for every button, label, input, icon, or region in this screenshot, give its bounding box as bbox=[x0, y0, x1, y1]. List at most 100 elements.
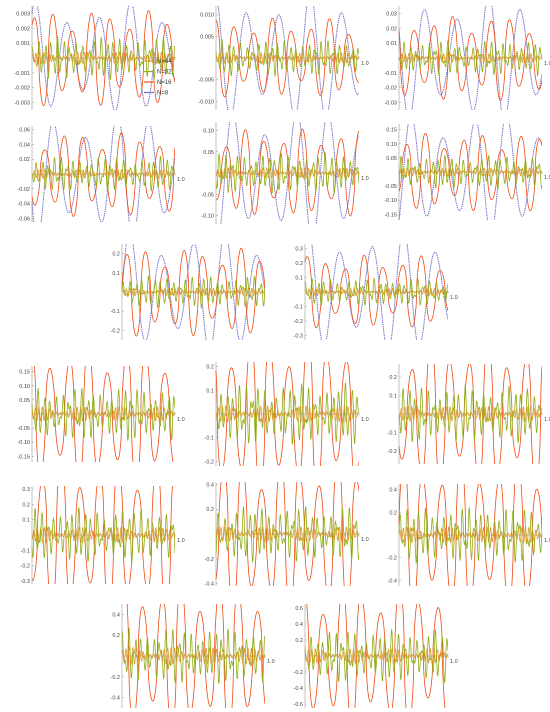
y-tick-label: 0.3 bbox=[295, 246, 303, 252]
plot-panel-1: 0.003 0.002 0.001 -0.001 -0.002 -0.003 bbox=[14, 6, 176, 110]
series-line-n-64 bbox=[121, 287, 265, 297]
y-tick-label: 0.03 bbox=[386, 11, 397, 17]
series-line-n-64 bbox=[398, 52, 542, 64]
y-tick-label: 0.02 bbox=[19, 157, 30, 163]
y-tick-label: -0.03 bbox=[384, 101, 397, 107]
series-line-n-64 bbox=[304, 647, 448, 665]
y-tick-label: -0.6 bbox=[294, 702, 303, 708]
y-tick-label: 0.10 bbox=[19, 384, 30, 390]
x-tick-label: 1.0 bbox=[544, 538, 550, 544]
series-line-n-8 bbox=[398, 124, 542, 220]
y-tick-label: 0.003 bbox=[16, 11, 30, 17]
y-tick-label: -0.1 bbox=[388, 431, 397, 437]
y-tick-label: 0.2 bbox=[389, 510, 397, 516]
plot-panel-2: 0.010 0.005 -0.005 -0.010 1.0 bbox=[198, 6, 369, 110]
x-tick-label: 1.0 bbox=[267, 659, 275, 665]
y-tick-label: 0.1 bbox=[22, 518, 30, 524]
plot-panel-13: 0.4 0.2 -0.2 -0.4 1.0 bbox=[205, 482, 369, 588]
series-line-n-16 bbox=[306, 604, 446, 708]
series-line-n-64 bbox=[398, 405, 542, 423]
series-line-n-16 bbox=[126, 604, 265, 708]
y-tick-label: -0.2 bbox=[111, 328, 120, 334]
y-tick-label: -0.10 bbox=[384, 198, 397, 204]
y-tick-label: 0.2 bbox=[112, 252, 120, 258]
series-line-n-32 bbox=[215, 505, 359, 563]
y-tick-label: -0.15 bbox=[17, 454, 30, 460]
series-line-n-8 bbox=[217, 6, 359, 110]
series-line-n-16 bbox=[398, 132, 542, 212]
y-tick-label: 0.1 bbox=[295, 275, 303, 281]
series-line-n-16 bbox=[31, 10, 175, 107]
y-tick-label: -0.2 bbox=[205, 557, 214, 563]
x-tick-label: 1.0 bbox=[544, 175, 550, 181]
y-tick-label: -0.02 bbox=[384, 86, 397, 92]
y-tick-label: -0.3 bbox=[294, 334, 303, 340]
plot-panel-10: 0.2 0.1 -0.1 -0.2 1.0 bbox=[205, 362, 369, 466]
x-tick-label: 1.0 bbox=[361, 61, 369, 67]
y-tick-label: 0.1 bbox=[112, 271, 120, 277]
x-tick-label: 1.0 bbox=[177, 538, 185, 544]
series-line-n-32 bbox=[304, 277, 448, 307]
series-line-n-64 bbox=[121, 646, 265, 666]
series-line-n-64 bbox=[215, 167, 359, 179]
y-tick-label: -0.1 bbox=[21, 548, 30, 554]
y-tick-label: 0.02 bbox=[386, 26, 397, 32]
legend: N=64 N=32 N=16 N=8 bbox=[144, 59, 172, 97]
y-tick-label: 0.10 bbox=[203, 129, 214, 135]
y-tick-label: -0.05 bbox=[201, 192, 214, 198]
y-tick-label: 0.04 bbox=[19, 142, 30, 148]
y-tick-label: -0.10 bbox=[17, 440, 30, 446]
series-line-n-64 bbox=[31, 168, 175, 180]
series-line-n-16 bbox=[31, 486, 173, 584]
series-line-n-64 bbox=[31, 406, 175, 423]
y-tick-label: 0.15 bbox=[19, 370, 30, 376]
x-tick-label: 1.0 bbox=[361, 537, 369, 543]
series-line-n-8 bbox=[31, 6, 175, 110]
legend-label: N=32 bbox=[157, 70, 172, 76]
plot-panel-12: 0.3 0.2 0.1 -0.1 -0.2 -0.3 1.0 bbox=[21, 486, 185, 585]
series-line-n-8 bbox=[311, 244, 448, 340]
y-tick-label: 0.2 bbox=[22, 502, 30, 508]
y-tick-label: -0.003 bbox=[14, 101, 30, 107]
series-line-n-32 bbox=[121, 275, 265, 309]
y-tick-label: -0.1 bbox=[205, 436, 214, 442]
y-tick-label: -0.2 bbox=[294, 319, 303, 325]
legend-label: N=16 bbox=[157, 80, 172, 86]
series-line-n-16 bbox=[121, 247, 265, 337]
y-tick-label: -0.1 bbox=[111, 309, 120, 315]
series-line-n-64 bbox=[215, 52, 359, 64]
y-tick-label: -0.06 bbox=[17, 216, 30, 222]
y-tick-label: -0.2 bbox=[205, 459, 214, 465]
y-tick-label: 0.002 bbox=[16, 26, 30, 32]
series-line-n-32 bbox=[215, 38, 359, 78]
y-tick-label: 0.05 bbox=[19, 398, 30, 404]
y-tick-label: -0.01 bbox=[384, 71, 397, 77]
y-tick-label: -0.2 bbox=[388, 556, 397, 562]
series-line-n-32 bbox=[31, 506, 175, 564]
y-tick-label: 0.01 bbox=[386, 41, 397, 47]
series-line-n-8 bbox=[31, 126, 175, 222]
y-tick-label: 0.6 bbox=[295, 606, 303, 612]
series-line-n-64 bbox=[398, 525, 542, 544]
y-tick-label: 0.010 bbox=[200, 13, 214, 19]
series-line-n-32 bbox=[31, 387, 175, 442]
y-tick-label: 0.1 bbox=[389, 393, 397, 399]
series-line-n-32 bbox=[398, 506, 542, 564]
y-tick-label: 0.05 bbox=[386, 156, 397, 162]
series-line-n-16 bbox=[398, 364, 542, 464]
y-tick-label: 0.06 bbox=[19, 128, 30, 134]
y-tick-label: -0.1 bbox=[294, 305, 303, 311]
y-tick-label: -0.3 bbox=[21, 579, 30, 585]
y-tick-label: 0.2 bbox=[206, 507, 214, 513]
plot-panel-14: 0.4 0.2 -0.2 -0.4 1.0 bbox=[388, 484, 550, 586]
plot-panel-9: 0.15 0.10 0.05 -0.05 -0.10 -0.15 1.0 bbox=[17, 366, 185, 462]
series-line-n-16 bbox=[215, 362, 359, 466]
x-tick-label: 1.0 bbox=[544, 61, 550, 67]
x-tick-label: 1.0 bbox=[361, 176, 369, 182]
y-tick-label: -0.002 bbox=[14, 86, 30, 92]
y-tick-label: -0.15 bbox=[384, 212, 397, 218]
plot-panel-7: 0.2 0.1 -0.1 -0.2 bbox=[111, 244, 266, 340]
series-line-n-32 bbox=[121, 627, 265, 684]
y-tick-label: 0.15 bbox=[386, 128, 397, 134]
y-tick-label: -0.05 bbox=[17, 426, 30, 432]
